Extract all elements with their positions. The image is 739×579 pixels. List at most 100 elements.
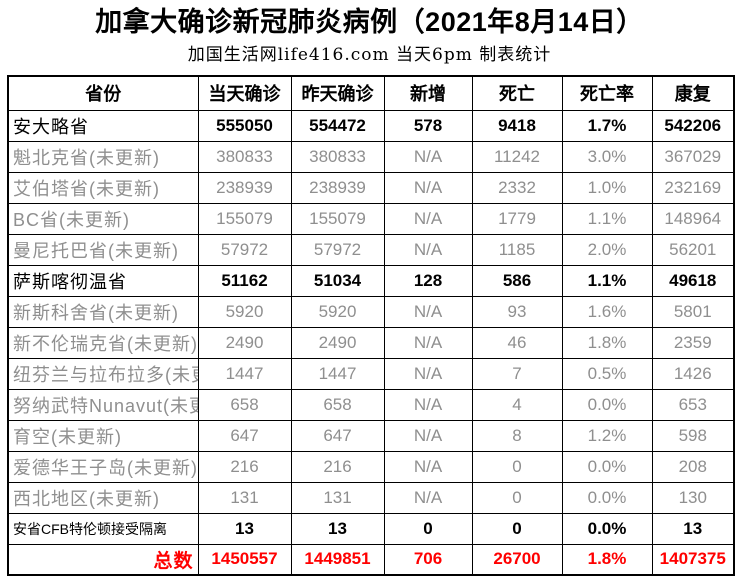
value-cell: 0.0% bbox=[561, 512, 653, 545]
value-cell: 380833 bbox=[290, 140, 385, 173]
province-cell: 新斯科舍省(未更新) bbox=[7, 295, 199, 328]
province-cell: 纽芬兰与拉布拉多(未更新) bbox=[7, 357, 199, 390]
value-cell: 1779 bbox=[471, 202, 563, 235]
value-cell: N/A bbox=[383, 450, 473, 483]
value-cell: 13 bbox=[290, 512, 385, 545]
value-cell: 1.7% bbox=[561, 109, 653, 142]
page-title: 加拿大确诊新冠肺炎病例（2021年8月14日） bbox=[95, 7, 644, 37]
province-cell: 魁北克省(未更新) bbox=[7, 140, 199, 173]
value-cell: 56201 bbox=[651, 233, 735, 266]
value-cell: 0 bbox=[471, 481, 563, 514]
value-cell: 1.1% bbox=[561, 202, 653, 235]
value-cell: 11242 bbox=[471, 140, 563, 173]
table-row: 艾伯塔省(未更新) 238939 238939 N/A 2332 1.0% 232169 bbox=[7, 171, 735, 204]
column-header-4: 死亡 bbox=[471, 75, 563, 111]
province-cell: 曼尼托巴省(未更新) bbox=[7, 233, 199, 266]
value-cell: 7 bbox=[471, 357, 563, 390]
total-row: 总数 1450557 1449851 706 26700 1.8% 1407375 bbox=[7, 543, 735, 576]
value-cell: 8 bbox=[471, 419, 563, 452]
value-cell: 57972 bbox=[290, 233, 385, 266]
column-header-0: 省份 bbox=[7, 75, 199, 111]
value-cell: N/A bbox=[383, 388, 473, 421]
value-cell: 0.0% bbox=[561, 450, 653, 483]
table-row: 育空(未更新) 647 647 N/A 8 1.2% 598 bbox=[7, 419, 735, 452]
value-cell: N/A bbox=[383, 481, 473, 514]
table-row: 安省CFB特伦顿接受隔离 13 13 0 0 0.0% 13 bbox=[7, 512, 735, 545]
value-cell: 554472 bbox=[290, 109, 385, 142]
value-cell: N/A bbox=[383, 357, 473, 390]
column-header-6: 康复 bbox=[651, 75, 735, 111]
value-cell: N/A bbox=[383, 171, 473, 204]
value-cell: 0.5% bbox=[561, 357, 653, 390]
column-header-1: 当天确诊 bbox=[197, 75, 292, 111]
value-cell: 4 bbox=[471, 388, 563, 421]
table-row: 新斯科舍省(未更新) 5920 5920 N/A 93 1.6% 5801 bbox=[7, 295, 735, 328]
value-cell: 232169 bbox=[651, 171, 735, 204]
table-row: 新不伦瑞克省(未更新) 2490 2490 N/A 46 1.8% 2359 bbox=[7, 326, 735, 359]
province-cell: 努纳武特Nunavut(未更新) bbox=[7, 388, 199, 421]
province-cell: 新不伦瑞克省(未更新) bbox=[7, 326, 199, 359]
total-label-cell: 总数 bbox=[7, 543, 199, 576]
value-cell: 2359 bbox=[651, 326, 735, 359]
column-header-5: 死亡率 bbox=[561, 75, 653, 111]
province-cell: 安大略省 bbox=[7, 109, 199, 142]
value-cell: 1.0% bbox=[561, 171, 653, 204]
value-cell: 555050 bbox=[197, 109, 292, 142]
value-cell: 598 bbox=[651, 419, 735, 452]
value-cell: 2490 bbox=[197, 326, 292, 359]
value-cell: 130 bbox=[651, 481, 735, 514]
value-cell: 9418 bbox=[471, 109, 563, 142]
value-cell: 46 bbox=[471, 326, 563, 359]
total-value-cell: 706 bbox=[383, 543, 473, 576]
table-row: 曼尼托巴省(未更新) 57972 57972 N/A 1185 2.0% 56201 bbox=[7, 233, 735, 266]
value-cell: 658 bbox=[290, 388, 385, 421]
table-row: 安大略省 555050 554472 578 9418 1.7% 542206 bbox=[7, 109, 735, 142]
value-cell: 647 bbox=[290, 419, 385, 452]
province-cell: 安省CFB特伦顿接受隔离 bbox=[7, 512, 199, 545]
value-cell: 0.0% bbox=[561, 481, 653, 514]
value-cell: 542206 bbox=[651, 109, 735, 142]
total-value-cell: 1449851 bbox=[290, 543, 385, 576]
value-cell: 0 bbox=[471, 512, 563, 545]
value-cell: 2.0% bbox=[561, 233, 653, 266]
value-cell: 658 bbox=[197, 388, 292, 421]
value-cell: 1.1% bbox=[561, 264, 653, 297]
value-cell: 367029 bbox=[651, 140, 735, 173]
value-cell: 93 bbox=[471, 295, 563, 328]
column-header-2: 昨天确诊 bbox=[290, 75, 385, 111]
value-cell: 1447 bbox=[290, 357, 385, 390]
value-cell: 5920 bbox=[290, 295, 385, 328]
page-subtitle: 加国生活网life416.com 当天6pm 制表统计 bbox=[187, 45, 552, 65]
value-cell: 647 bbox=[197, 419, 292, 452]
total-value-cell: 1450557 bbox=[197, 543, 292, 576]
value-cell: 1.6% bbox=[561, 295, 653, 328]
province-cell: BC省(未更新) bbox=[7, 202, 199, 235]
value-cell: 238939 bbox=[197, 171, 292, 204]
value-cell: N/A bbox=[383, 295, 473, 328]
value-cell: N/A bbox=[383, 140, 473, 173]
table-row: BC省(未更新) 155079 155079 N/A 1779 1.1% 148964 bbox=[7, 202, 735, 235]
value-cell: 380833 bbox=[197, 140, 292, 173]
value-cell: 57972 bbox=[197, 233, 292, 266]
value-cell: 2490 bbox=[290, 326, 385, 359]
column-header-3: 新增 bbox=[383, 75, 473, 111]
table-header-row: 省份 当天确诊 昨天确诊 新增 死亡 死亡率 康复 bbox=[7, 75, 735, 111]
table-row: 魁北克省(未更新) 380833 380833 N/A 11242 3.0% 367029 bbox=[7, 140, 735, 173]
value-cell: 51034 bbox=[290, 264, 385, 297]
value-cell: 13 bbox=[197, 512, 292, 545]
table-header: 省份 当天确诊 昨天确诊 新增 死亡 死亡率 康复 bbox=[7, 75, 735, 111]
value-cell: N/A bbox=[383, 202, 473, 235]
value-cell: 131 bbox=[290, 481, 385, 514]
value-cell: 0 bbox=[383, 512, 473, 545]
table-row: 爱德华王子岛(未更新) 216 216 N/A 0 0.0% 208 bbox=[7, 450, 735, 483]
value-cell: 216 bbox=[197, 450, 292, 483]
value-cell: 1447 bbox=[197, 357, 292, 390]
value-cell: 49618 bbox=[651, 264, 735, 297]
value-cell: 1.8% bbox=[561, 326, 653, 359]
value-cell: 586 bbox=[471, 264, 563, 297]
value-cell: 128 bbox=[383, 264, 473, 297]
value-cell: N/A bbox=[383, 326, 473, 359]
value-cell: 51162 bbox=[197, 264, 292, 297]
table-row: 西北地区(未更新) 131 131 N/A 0 0.0% 130 bbox=[7, 481, 735, 514]
